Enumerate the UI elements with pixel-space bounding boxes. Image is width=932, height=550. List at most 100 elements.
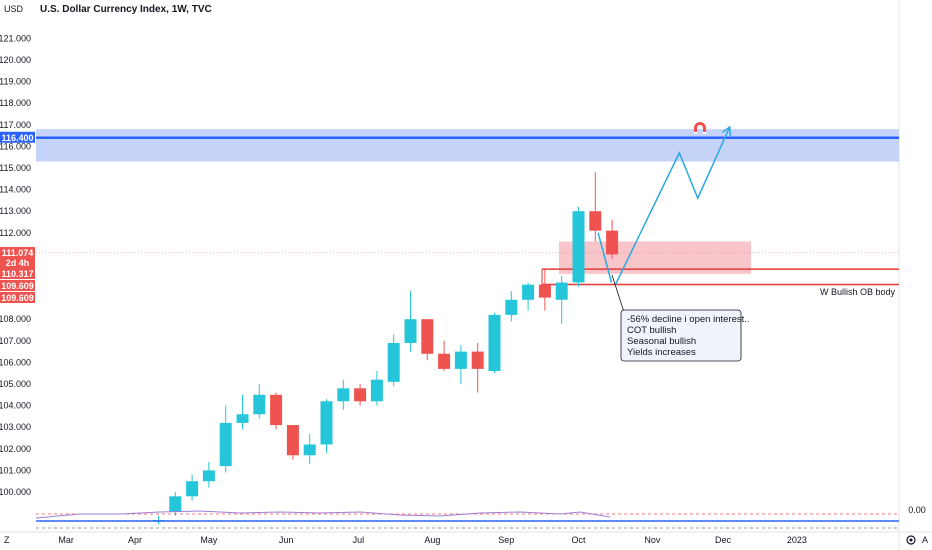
candle-body [471,351,484,369]
projection-arrowhead [722,125,732,136]
candle [589,172,602,242]
y-tick-label: 118.000 [0,98,31,108]
price-tag: 109.609 [0,292,35,303]
candle [438,340,451,372]
settings-icon[interactable] [906,535,916,545]
y-tick-label: 106.000 [0,357,31,367]
zones-layer [36,129,899,286]
y-tick-label: 121.000 [0,33,31,43]
candle-body [454,351,467,369]
annotation-callout[interactable]: -56% decline i open interest.. COT bulli… [611,274,750,362]
indicator-line [35,510,611,519]
x-tick-label: May [200,535,218,545]
x-tick-label: Apr [128,535,142,545]
annotation-line-4: Yields increases [627,347,696,358]
candle [236,394,249,430]
magnet-icon[interactable] [694,122,706,134]
candle-body [572,211,585,283]
candle [387,334,400,387]
candle-body [522,284,535,300]
y-tick-label: 115.000 [0,163,31,173]
candle [320,399,333,454]
projection-layer [597,125,732,285]
candle-body [606,230,619,255]
candle [337,379,350,410]
candle [370,371,383,406]
price-tag-countdown: 2d 4h [6,258,30,268]
price-tag: 109.609 [0,280,35,291]
candles-layer [152,172,619,525]
candle-body [337,388,350,402]
candle [572,206,585,287]
y-tick-label: 116.000 [0,141,31,151]
candle [152,515,165,525]
annotation-line-3: Seasonal bullish [627,336,696,347]
y-tick-label: 117.000 [0,120,31,130]
price-tag-bg [0,268,35,279]
candle [454,345,467,384]
candle [186,474,199,501]
indicator-pane[interactable]: 0.00 [35,505,926,529]
x-tick-label: Aug [424,535,440,545]
y-tick-label: 107.000 [0,336,31,346]
candle-body [270,394,283,426]
candle [202,461,215,488]
time-axis[interactable]: Mar Apr May Jun Jul Aug Sep Oct Nov Dec 2023 [58,535,807,545]
price-tag-label: 109.609 [1,293,34,303]
candle-body [354,388,367,402]
candle [555,276,568,324]
footer-right-label: A [922,535,928,545]
candle-body [438,353,451,369]
y-tick-label: 101.000 [0,465,31,475]
candle [354,384,367,406]
price-tag: 110.317 [0,268,35,279]
price-tag-label: 109.609 [1,281,34,291]
y-tick-label: 120.000 [0,55,31,65]
resistance-zone [36,129,899,162]
indicator-value-label: 0.00 [908,505,926,515]
y-tick-label: 114.000 [0,185,31,195]
x-tick-label: Sep [498,535,514,545]
projection-path [614,126,731,285]
price-tag-bg [0,292,35,303]
candle-body [505,299,518,315]
candle-body [370,379,383,402]
price-tag-bg [0,131,35,143]
candle [505,291,518,322]
plot-area[interactable] [0,0,899,508]
symbol-title: U.S. Dollar Currency Index, 1W, TVC [40,4,212,15]
x-tick-label: Nov [644,535,661,545]
candle-body [421,319,434,354]
x-tick-label: Oct [571,535,586,545]
x-tick-label: 2023 [787,535,807,545]
candle-body [202,470,215,482]
candle-body [589,211,602,231]
candle [421,319,434,361]
price-tag-bg [0,280,35,291]
y-tick-label: 105.000 [0,379,31,389]
price-tag: 116.400 [0,131,35,143]
candle-body [538,284,551,298]
x-tick-label: Jun [279,535,294,545]
y-tick-label: 113.000 [0,206,31,216]
candle-body [488,314,501,372]
candle [270,392,283,430]
candle-body [286,425,299,456]
candle [286,425,299,460]
candle-body [387,342,400,382]
candle [303,433,316,464]
y-tick-label: 119.000 [0,77,31,87]
price-tag-label: 111.074 [2,248,34,258]
price-tag-label: 110.317 [1,269,33,279]
candle-body [186,481,199,497]
candle [253,384,266,419]
candle-body [404,319,417,343]
y-tick-label: 104.000 [0,401,31,411]
y-tick-label: 108.000 [0,314,31,324]
callout-box [620,309,742,362]
projection-drop [597,232,613,283]
annotation-line-1: -56% decline i open interest.. [627,314,750,325]
candle-body [555,282,568,300]
